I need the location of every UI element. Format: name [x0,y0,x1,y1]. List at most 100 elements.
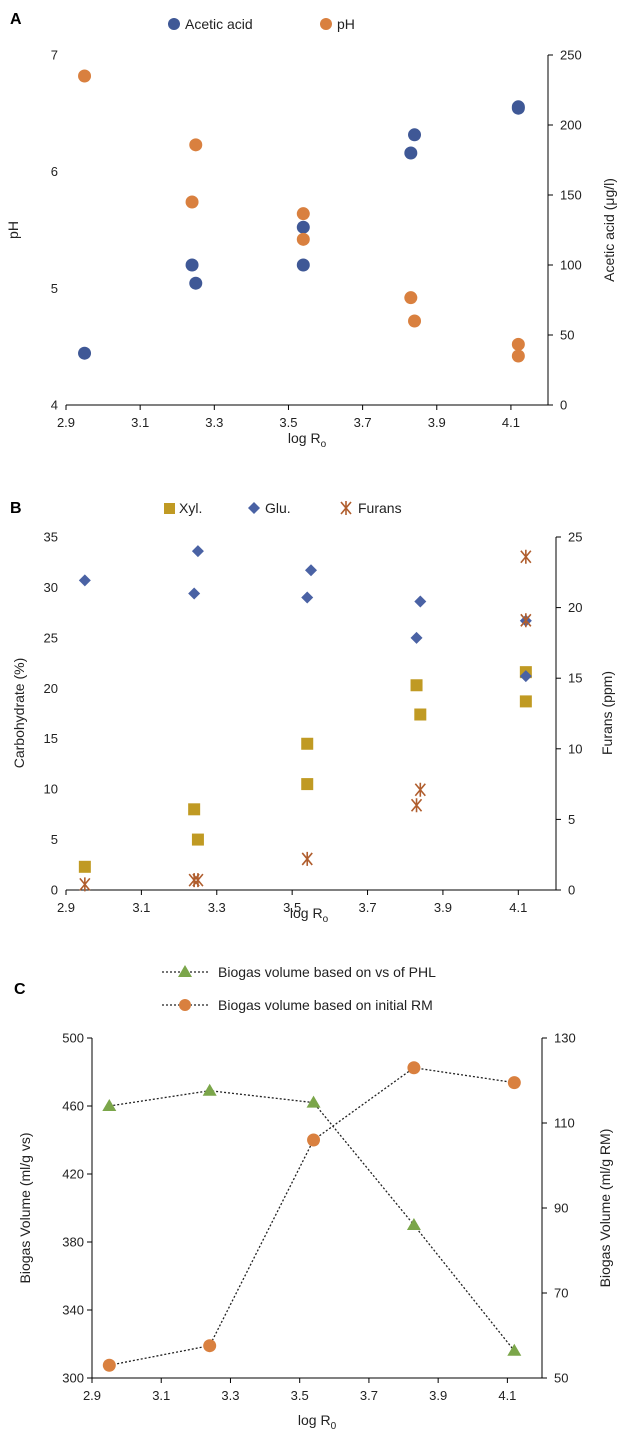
panel-c-series-lines [109,1067,515,1366]
x-tick-label: 3.3 [221,1388,239,1403]
data-point-acetic-acid [189,276,203,290]
panel-a-y2-ticks: 0 50 100 150 200 250 [548,48,582,413]
legend-marker-rm [179,999,191,1011]
y2-tick-label: 25 [568,530,582,545]
y-tick-label: 420 [62,1167,84,1182]
panel-c-label: C [14,981,26,998]
data-point-furans [520,613,532,628]
data-point-biogas-volume-based-on-initial-rm [307,1133,321,1147]
y-tick-label: 0 [51,883,58,898]
panel-b-label: B [10,500,22,517]
data-point-biogas-volume-based-on-initial-rm [507,1076,521,1090]
y2-tick-label: 150 [560,188,582,203]
x-tick-label: 2.9 [57,900,75,915]
y2-tick-label: 100 [560,258,582,273]
x-tick-label: 3.9 [429,1388,447,1403]
y2-tick-label: 50 [560,328,574,343]
legend-label-glu: Glu. [265,500,291,516]
data-point-xyl [191,833,204,846]
legend-label-phl: Biogas volume based on vs of PHL [218,964,436,980]
data-point-biogas-volume-based-on-vs-of-phl [306,1095,321,1108]
panel-a-y-axis-label: pH [5,221,21,239]
y2-tick-label: 70 [554,1286,568,1301]
data-point-acetic-acid [296,220,310,234]
data-point-acetic-acid [511,100,525,114]
x-tick-label: 3.1 [131,415,149,430]
panel-a: A Acetic acid pH 2.9 3.1 3.3 3.5 3.7 3.9 4.1 4… [5,11,617,450]
y2-tick-label: 200 [560,118,582,133]
panel-c-y-axis-label: Biogas Volume (ml/g vs) [17,1133,33,1284]
y-tick-label: 10 [44,782,58,797]
x-tick-label: 3.7 [354,415,372,430]
data-point-ph [511,349,525,363]
x-tick-label: 3.7 [360,1388,378,1403]
data-point-acetic-acid [404,146,418,160]
x-tick-label: 4.1 [502,415,520,430]
data-point-acetic-acid [408,128,422,142]
data-point-ph [189,138,203,152]
data-point-glu [301,591,314,604]
y-tick-label: 460 [62,1099,84,1114]
y2-tick-label: 130 [554,1031,576,1046]
legend-marker-xyl [164,503,175,514]
panel-c-y-ticks: 300 340 380 420 460 500 [62,1031,92,1386]
panel-b-legend: Xyl. Glu. Furans [164,500,402,516]
panel-a-x-ticks: 2.9 3.1 3.3 3.5 3.7 3.9 4.1 [57,405,520,430]
data-point-furans [192,873,204,888]
x-tick-label: 3.3 [205,415,223,430]
x-tick-label: 3.9 [428,415,446,430]
data-point-glu [410,631,423,644]
panel-c: C Biogas volume based on vs of PHL Bioga… [14,964,613,1432]
panel-a-legend: Acetic acid pH [168,16,355,32]
data-point-biogas-volume-based-on-vs-of-phl [202,1083,217,1096]
data-point-furans [79,877,91,892]
legend-label-xyl: Xyl. [179,500,202,516]
panel-b-y-axis-label: Carbohydrate (%) [11,658,27,769]
y-tick-label: 340 [62,1303,84,1318]
y2-tick-label: 0 [568,883,575,898]
panel-a-label: A [10,11,22,28]
data-point-biogas-volume-based-on-initial-rm [407,1061,421,1075]
data-point-acetic-acid [185,258,199,272]
y2-tick-label: 110 [554,1116,575,1131]
x-tick-label: 4.1 [498,1388,516,1403]
legend-marker-furans [340,501,352,515]
y-tick-label: 15 [44,731,58,746]
legend-label-acetic-acid: Acetic acid [185,16,253,32]
y-tick-label: 4 [51,398,58,413]
data-point-biogas-volume-based-on-initial-rm [203,1339,217,1353]
data-point-biogas-volume-based-on-vs-of-phl [406,1218,421,1230]
y-tick-label: 25 [44,630,58,645]
y2-tick-label: 250 [560,48,582,63]
panel-b-data-points [78,545,532,892]
legend-label-ph: pH [337,16,355,32]
panel-c-x-ticks: 2.9 3.1 3.3 3.5 3.7 3.9 4.1 [83,1378,516,1403]
data-point-ph [408,314,422,328]
data-point-ph [185,195,199,209]
panel-b-y2-axis-label: Furans (ppm) [599,671,615,755]
panel-c-y2-ticks: 50 70 90 110 130 [542,1031,576,1386]
series-line-biogas-volume-based-on-vs-of-phl [109,1090,515,1352]
data-point-xyl [188,803,201,816]
data-point-biogas-volume-based-on-vs-of-phl [507,1343,522,1356]
data-point-biogas-volume-based-on-initial-rm [102,1358,116,1372]
panel-b-y2-ticks: 0 5 10 15 20 25 [556,530,582,898]
data-point-glu [78,574,91,587]
data-point-furans [520,549,532,564]
x-tick-label: 4.1 [509,900,527,915]
data-point-ph [404,291,418,305]
data-point-acetic-acid [296,258,310,272]
y2-tick-label: 5 [568,812,575,827]
x-tick-label: 3.5 [283,900,301,915]
data-point-ph [78,69,92,83]
data-point-glu [414,595,427,608]
legend-label-rm: Biogas volume based on initial RM [218,997,433,1013]
y2-tick-label: 0 [560,398,567,413]
x-tick-label: 3.9 [434,900,452,915]
data-point-ph [296,207,310,221]
y2-tick-label: 90 [554,1201,568,1216]
legend-marker-acetic-acid [168,18,180,30]
data-point-furans [414,782,426,797]
y2-tick-label: 50 [554,1371,568,1386]
